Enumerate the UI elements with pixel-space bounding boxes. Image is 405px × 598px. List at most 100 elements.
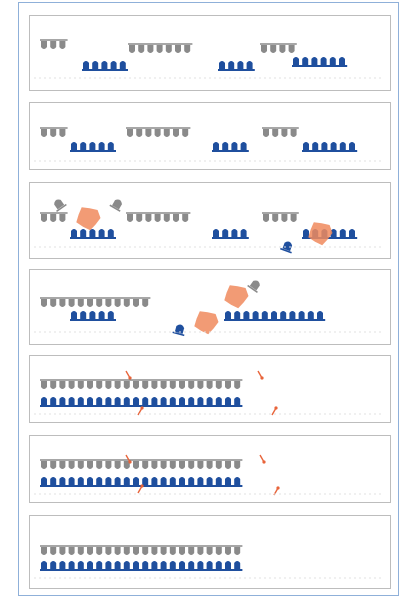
top-strand-unit <box>175 45 181 53</box>
top-strand-unit <box>68 461 75 469</box>
top-strand-unit <box>41 381 47 389</box>
bottom-strand-unit <box>59 397 66 405</box>
top-strand-unit <box>154 214 161 222</box>
top-strand-unit <box>215 381 222 389</box>
top-strand-unit <box>261 45 267 53</box>
free-bottom-block-base <box>280 247 292 254</box>
top-strand-unit <box>138 45 145 53</box>
top-strand-unit <box>197 461 204 469</box>
bottom-strand-unit <box>219 61 225 69</box>
released-top-block <box>247 280 260 294</box>
top-strand-unit <box>182 129 189 137</box>
top-strand-unit <box>50 461 57 469</box>
top-strand-unit <box>234 547 241 555</box>
panel-2-graphic <box>34 127 384 162</box>
bottom-strand-unit <box>142 397 149 405</box>
top-strand-unit <box>263 129 269 137</box>
top-strand-unit <box>77 381 84 389</box>
bottom-strand-unit <box>225 397 231 405</box>
panel-5-graphic <box>34 370 384 416</box>
top-strand-unit <box>50 299 57 307</box>
top-strand-unit <box>114 461 121 469</box>
bottom-strand-unit <box>80 229 87 237</box>
bottom-strand-unit <box>107 229 114 237</box>
bottom-strand-unit <box>206 477 213 485</box>
bottom-strand-unit <box>110 61 117 69</box>
bottom-strand-unit <box>329 57 336 65</box>
bottom-strand-unit <box>98 311 105 319</box>
top-strand-unit <box>129 45 135 53</box>
top-strand-unit <box>215 547 222 555</box>
bottom-strand-unit <box>206 397 213 405</box>
bottom-strand-unit <box>59 561 66 569</box>
enzyme-body <box>194 311 219 335</box>
bottom-strand-unit <box>133 397 139 405</box>
enzyme-blob <box>194 311 219 335</box>
top-strand-unit <box>133 547 139 555</box>
bottom-strand-unit <box>317 311 323 319</box>
bottom-strand-unit <box>197 477 204 485</box>
bottom-strand-unit <box>179 397 185 405</box>
bottom-strand-unit <box>160 561 167 569</box>
bottom-strand-unit <box>339 57 345 65</box>
top-strand-unit <box>225 381 231 389</box>
bottom-strand-unit <box>41 397 47 405</box>
top-strand-unit <box>179 461 185 469</box>
top-strand-unit <box>68 547 75 555</box>
top-strand-unit <box>188 547 195 555</box>
top-strand-unit <box>234 461 241 469</box>
top-strand-unit <box>182 214 189 222</box>
top-strand-unit <box>59 129 66 137</box>
bottom-strand-unit <box>197 561 204 569</box>
bottom-strand-unit <box>92 61 99 69</box>
top-strand-unit <box>151 461 158 469</box>
panel-step-1 <box>29 15 391 91</box>
bottom-strand-unit <box>169 561 176 569</box>
top-strand-unit <box>114 547 121 555</box>
top-strand-unit <box>68 381 75 389</box>
top-strand-unit <box>133 461 139 469</box>
bottom-strand-unit <box>123 561 130 569</box>
bottom-strand-unit <box>213 142 219 150</box>
bottom-strand-unit <box>228 61 235 69</box>
bottom-strand-unit <box>98 229 105 237</box>
top-strand-unit <box>123 461 130 469</box>
top-strand-unit <box>270 45 277 53</box>
bottom-strand-unit <box>105 397 112 405</box>
bottom-strand-unit <box>303 142 309 150</box>
top-strand-unit <box>127 129 133 137</box>
top-strand-unit <box>165 45 172 53</box>
bottom-strand-unit <box>77 477 84 485</box>
bottom-strand-unit <box>151 561 158 569</box>
top-strand-unit <box>59 381 66 389</box>
enzyme-body <box>224 285 249 309</box>
top-strand-unit <box>290 214 297 222</box>
top-strand-unit <box>59 299 66 307</box>
panel-4-graphic <box>34 280 384 337</box>
top-strand-unit <box>272 129 279 137</box>
bottom-strand-unit <box>114 397 121 405</box>
top-strand-unit <box>179 547 185 555</box>
panel-3-graphic <box>34 199 384 254</box>
top-strand-unit <box>96 381 103 389</box>
panel-step-2 <box>29 102 391 170</box>
bottom-strand-unit <box>215 561 222 569</box>
bottom-strand-unit <box>142 477 149 485</box>
bottom-strand-unit <box>188 477 195 485</box>
top-strand-unit <box>114 299 121 307</box>
bottom-strand-unit <box>237 61 244 69</box>
panel-6-graphic <box>34 454 384 496</box>
top-strand-unit <box>173 129 179 137</box>
top-strand-unit <box>142 299 149 307</box>
bottom-strand-unit <box>339 229 346 237</box>
top-strand-unit <box>281 129 288 137</box>
bottom-strand-unit <box>303 229 309 237</box>
bottom-strand-unit <box>222 229 229 237</box>
bottom-strand-unit <box>330 142 337 150</box>
panel-step-7 <box>29 515 391 589</box>
free-bottom-block-base <box>172 331 185 337</box>
free-bottom-block <box>280 241 293 254</box>
top-strand-unit <box>188 381 195 389</box>
bottom-strand-unit <box>71 311 77 319</box>
top-strand-unit <box>96 547 103 555</box>
